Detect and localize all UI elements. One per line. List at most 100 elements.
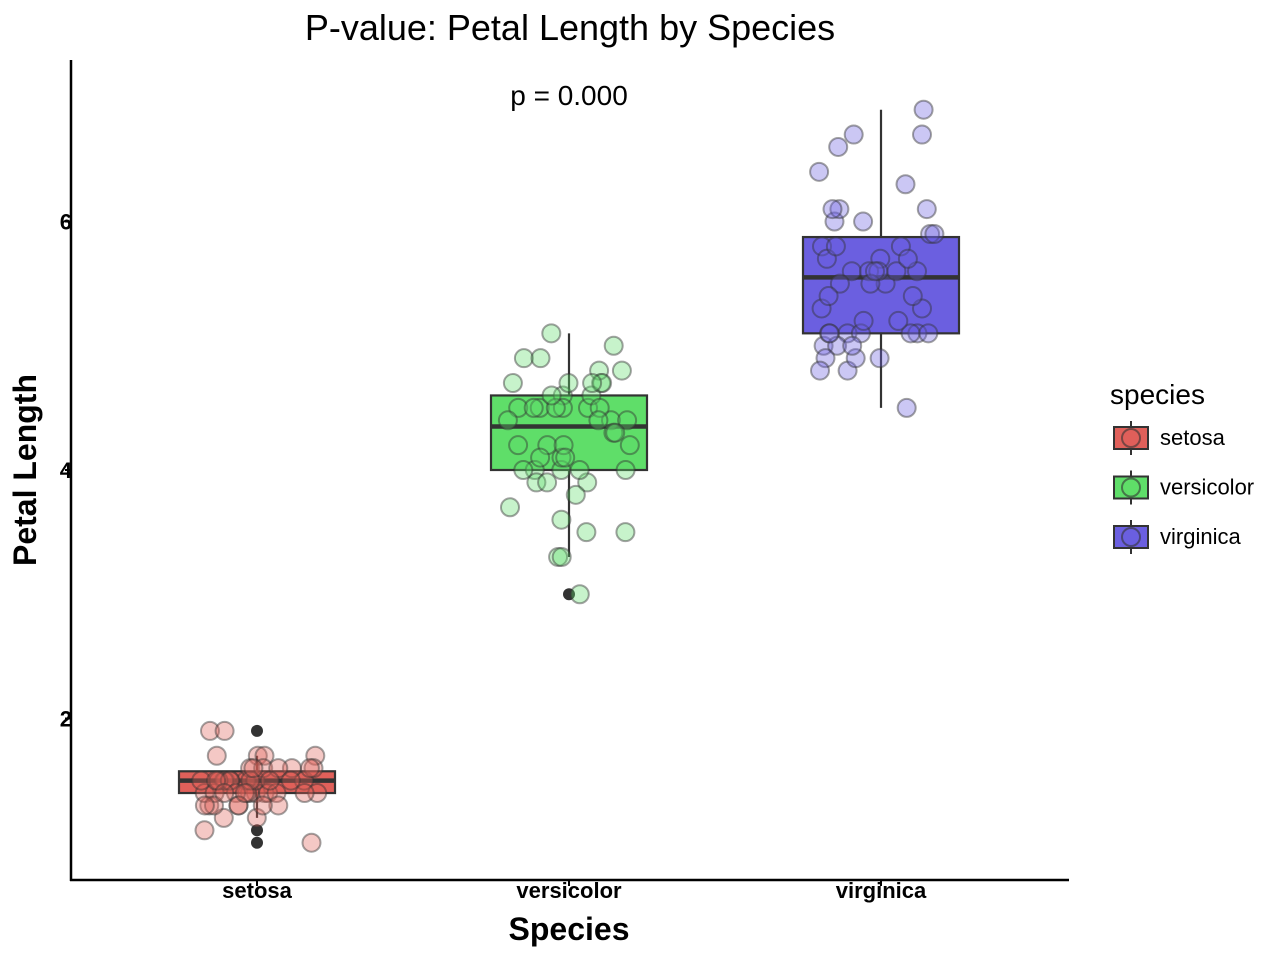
data-point: [824, 211, 845, 232]
data-point: [234, 783, 255, 804]
data-point: [541, 385, 562, 406]
data-point: [875, 273, 896, 294]
data-point: [268, 758, 289, 779]
data-point: [194, 820, 215, 841]
data-point: [526, 472, 547, 493]
data-point: [588, 410, 609, 431]
data-point: [912, 124, 932, 145]
data-point: [191, 770, 212, 791]
data-point: [589, 397, 610, 418]
legend-item-virginica: virginica: [1113, 520, 1241, 554]
data-point: [206, 745, 227, 766]
data-point: [206, 770, 227, 791]
data-point: [837, 323, 858, 344]
data-point: [810, 360, 830, 381]
data-point: [237, 783, 257, 804]
data-point: [551, 460, 572, 480]
data-point: [611, 360, 632, 381]
data-point: [577, 472, 598, 493]
box-group-versicolor: [489, 323, 649, 605]
x-tick-label: virginica: [836, 878, 927, 903]
data-point: [502, 373, 523, 394]
data-point: [299, 758, 320, 779]
box-versicolor: [489, 394, 649, 472]
legend-box-icon: [1113, 426, 1149, 450]
legend-item-setosa: setosa: [1113, 421, 1226, 455]
data-point: [529, 397, 550, 418]
data-point: [827, 335, 848, 356]
data-point: [845, 348, 866, 369]
data-point: [897, 248, 918, 269]
data-point: [245, 770, 266, 791]
data-point: [900, 323, 921, 344]
data-point: [280, 770, 301, 791]
legend-box-icon: [1113, 525, 1149, 549]
legend: species setosa versicolor virginica: [1110, 379, 1254, 554]
data-point: [235, 770, 256, 791]
y-tick-label: 4: [60, 458, 73, 483]
outlier-point: [563, 588, 575, 601]
legend-item-versicolor: versicolor: [1113, 470, 1254, 505]
data-point: [551, 546, 572, 567]
legend-point-icon: [1121, 527, 1141, 547]
data-point: [565, 484, 586, 505]
data-point: [902, 286, 923, 307]
data-point: [551, 447, 572, 468]
data-point: [252, 795, 273, 816]
data-point: [281, 758, 302, 779]
data-point: [537, 472, 558, 493]
box-virginica: [801, 235, 961, 335]
y-tick-labels: 2 4 6: [60, 210, 73, 732]
data-point: [215, 770, 236, 791]
data-point: [513, 348, 534, 369]
box-group-setosa: [177, 720, 337, 853]
data-point: [204, 795, 224, 816]
data-point: [581, 385, 602, 406]
data-point: [240, 758, 261, 779]
legend-title: species: [1110, 379, 1205, 410]
data-point: [226, 783, 246, 804]
data-point: [913, 99, 934, 120]
data-point: [603, 422, 624, 443]
y-tick-label: 2: [60, 706, 72, 731]
box-group-virginica: [801, 99, 961, 418]
data-point: [853, 310, 874, 331]
outlier-point: [251, 724, 263, 737]
data-point: [243, 758, 264, 779]
data-point: [254, 745, 275, 766]
data-point: [545, 397, 566, 418]
data-point: [896, 397, 917, 418]
data-point: [303, 758, 324, 779]
data-point: [569, 460, 590, 480]
data-point: [816, 248, 837, 269]
data-point: [294, 783, 315, 804]
data-point: [841, 261, 862, 282]
data-point: [869, 348, 890, 369]
data-point: [815, 348, 836, 369]
data-point: [552, 385, 573, 406]
data-point: [865, 261, 885, 282]
data-point: [822, 199, 843, 220]
data-point: [259, 770, 280, 791]
data-point: [301, 832, 322, 853]
data-point: [553, 435, 574, 456]
data-point: [825, 236, 846, 257]
data-point: [541, 323, 562, 344]
data-point: [247, 745, 268, 766]
data-point: [813, 335, 834, 356]
data-point: [578, 397, 598, 418]
data-point: [240, 770, 261, 791]
data-point: [916, 199, 937, 220]
legend-label: setosa: [1160, 425, 1226, 450]
data-point: [258, 783, 279, 804]
data-point: [305, 745, 326, 766]
y-axis-label: Petal Length: [7, 374, 43, 566]
legend-label: versicolor: [1160, 475, 1254, 500]
outlier-point: [251, 836, 263, 849]
data-point: [860, 273, 881, 294]
data-point: [208, 770, 229, 791]
data-point: [294, 770, 314, 791]
data-point: [591, 373, 612, 394]
data-point: [253, 758, 274, 779]
data-point: [508, 397, 529, 418]
